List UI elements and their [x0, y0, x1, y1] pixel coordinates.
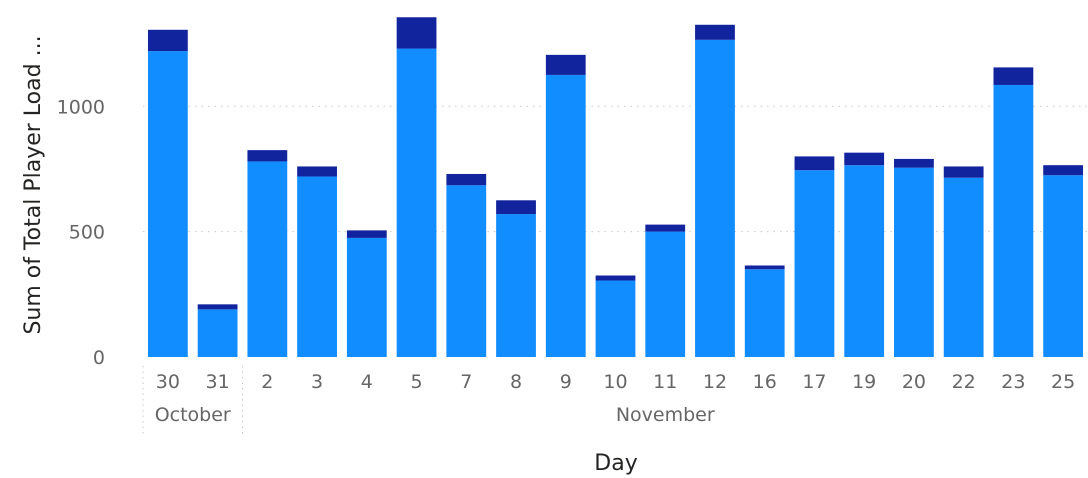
bar-segment-top — [695, 24, 735, 40]
y-tick-label: 0 — [93, 347, 105, 369]
bars — [147, 17, 1084, 358]
x-tick-label: 5 — [411, 371, 423, 393]
bar-segment-base — [396, 48, 437, 358]
x-axis-title: Day — [594, 451, 637, 476]
x-axis-groups: October November — [142, 366, 715, 436]
bar-segment-base — [993, 84, 1034, 357]
bar-segment-base — [496, 214, 536, 357]
bar-segment-base — [346, 237, 387, 357]
x-tick-label: 9 — [560, 371, 572, 393]
bar-segment-top — [645, 224, 686, 232]
x-tick-label: 7 — [460, 371, 472, 393]
x-tick-label: 31 — [206, 371, 230, 393]
bar-segment-base — [844, 165, 885, 357]
bar-segment-top — [147, 29, 188, 52]
bar-segment-top — [1043, 165, 1084, 176]
x-tick-label: 22 — [952, 371, 976, 393]
x-axis-ticks: 30 31 2 3 4 5 7 8 9 10 11 12 16 17 19 20 22 23 25 — [156, 371, 1075, 393]
x-tick-label: 25 — [1051, 371, 1075, 393]
x-group-label: October — [155, 404, 231, 426]
bar-segment-base — [1043, 175, 1084, 357]
y-tick-label: 500 — [69, 222, 105, 244]
y-tick-label: 1000 — [57, 96, 105, 118]
x-tick-label: 12 — [703, 371, 727, 393]
bar-segment-base — [695, 39, 735, 357]
bar-segment-top — [894, 158, 934, 168]
x-tick-label: 10 — [603, 371, 627, 393]
x-tick-label: 11 — [653, 371, 677, 393]
bar-segment-base — [545, 74, 586, 357]
bar-segment-top — [297, 166, 337, 177]
x-tick-label: 4 — [361, 371, 373, 393]
x-tick-label: 30 — [156, 371, 180, 393]
x-tick-label: 17 — [802, 371, 826, 393]
bar-segment-top — [247, 150, 288, 162]
bar-segment-base — [247, 161, 288, 357]
bar-segment-base — [595, 280, 636, 357]
x-group-label: November — [616, 404, 715, 426]
bar-segment-top — [844, 152, 885, 166]
bar-segment-top — [496, 200, 536, 215]
y-axis-ticks: 0 500 1000 — [57, 96, 105, 369]
bar-segment-top — [346, 230, 387, 238]
bar-segment-base — [894, 167, 934, 357]
bar-segment-top — [993, 67, 1034, 85]
x-tick-label: 2 — [261, 371, 273, 393]
bar-segment-base — [197, 309, 238, 357]
x-tick-label: 3 — [311, 371, 323, 393]
bar-segment-base — [744, 269, 785, 357]
bar-segment-base — [645, 231, 686, 357]
bar-segment-top — [197, 304, 238, 310]
bar-segment-base — [794, 170, 835, 357]
x-tick-label: 20 — [902, 371, 926, 393]
bar-segment-base — [297, 176, 337, 357]
bar-segment-base — [446, 185, 487, 357]
bar-segment-top — [744, 265, 785, 270]
bar-segment-top — [545, 54, 586, 75]
bar-segment-top — [943, 166, 984, 178]
x-tick-label: 8 — [510, 371, 522, 393]
bar-segment-top — [794, 156, 835, 171]
y-axis-title: Sum of Total Player Load ... — [21, 35, 46, 334]
bar-segment-top — [396, 17, 437, 49]
bar-segment-top — [595, 275, 636, 281]
x-tick-label: 19 — [852, 371, 876, 393]
x-tick-label: 16 — [753, 371, 777, 393]
bar-segment-base — [147, 51, 188, 358]
x-tick-label: 23 — [1001, 371, 1025, 393]
bar-segment-base — [943, 177, 984, 357]
bar-segment-top — [446, 173, 487, 186]
